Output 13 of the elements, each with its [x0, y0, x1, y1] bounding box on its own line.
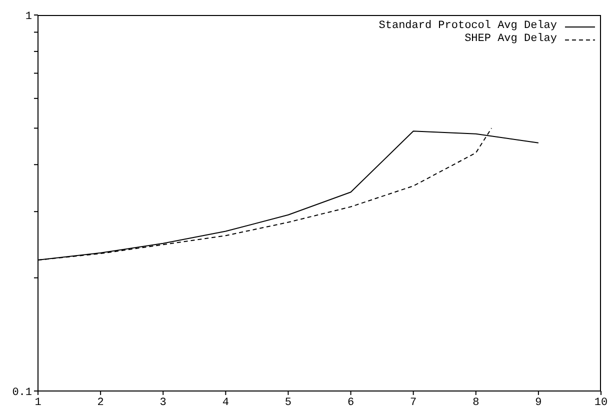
x-tick-label: 6 [347, 396, 354, 408]
x-tick-label: 10 [594, 396, 608, 408]
x-tick-label: 7 [410, 396, 417, 408]
x-tick-label: 3 [160, 396, 166, 408]
x-tick-label: 8 [472, 396, 480, 408]
y-tick-label: 0.1 [12, 386, 32, 399]
x-tick-label: 4 [222, 396, 230, 408]
legend-label: SHEP Avg Delay [464, 33, 557, 46]
x-tick-label: 1 [34, 396, 42, 408]
legend-label: Standard Protocol Avg Delay [378, 20, 557, 33]
x-tick-label: 2 [97, 396, 104, 408]
x-tick-label: 5 [284, 396, 292, 408]
x-tick-label: 9 [535, 396, 542, 408]
